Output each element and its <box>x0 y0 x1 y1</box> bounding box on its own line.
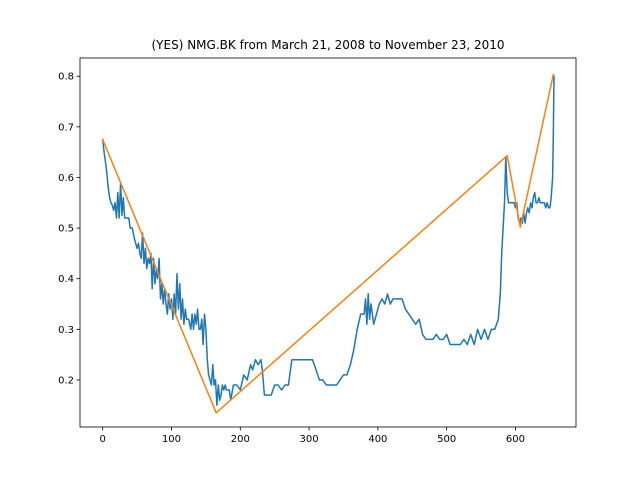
x-tick-label: 200 <box>231 434 250 445</box>
series-line-2 <box>101 73 555 414</box>
x-tick-label: 500 <box>437 434 456 445</box>
series-line-1 <box>101 75 555 406</box>
y-tick-label: 0.2 <box>58 375 74 386</box>
x-tick-label: 100 <box>162 434 181 445</box>
axes-frame <box>79 57 577 428</box>
y-tick-label: 0.6 <box>58 173 74 184</box>
plot-area <box>101 73 555 414</box>
x-tick-label: 600 <box>506 434 525 445</box>
y-tick-label: 0.3 <box>58 325 74 336</box>
chart-title: (YES) NMG.BK from March 21, 2008 to Nove… <box>152 38 505 52</box>
y-tick-label: 0.7 <box>58 122 74 133</box>
axes: 0 100 200 300 400 500 600 0.2 0.3 0.4 0.5 0.6 0.7 0.8 <box>58 57 577 445</box>
y-tick-label: 0.8 <box>58 72 74 83</box>
x-tick-label: 300 <box>300 434 319 445</box>
y-tick-label: 0.4 <box>58 274 74 285</box>
y-tick-label: 0.5 <box>58 224 74 235</box>
x-tick-label: 0 <box>100 434 106 445</box>
x-tick-label: 400 <box>368 434 387 445</box>
